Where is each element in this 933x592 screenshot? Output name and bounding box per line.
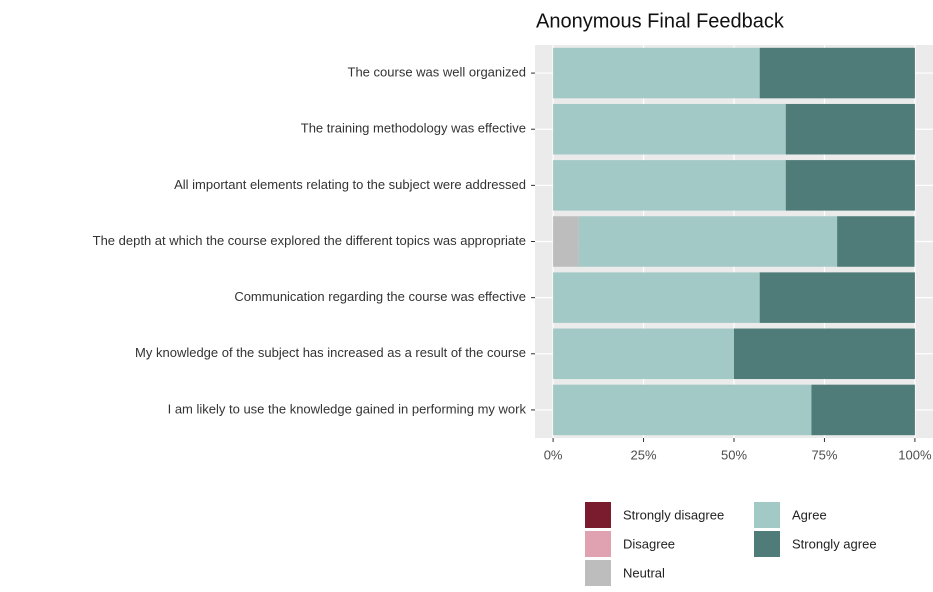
bar-segment	[759, 272, 915, 323]
x-tick-label: 50%	[721, 447, 747, 462]
bar-segment	[553, 216, 579, 267]
y-tick-label: My knowledge of the subject has increase…	[135, 345, 526, 360]
bar-segment	[578, 216, 838, 267]
x-tick-label: 25%	[631, 447, 657, 462]
bar-segment	[553, 47, 760, 99]
y-tick-label: The course was well organized	[348, 65, 526, 80]
bar-segment	[553, 160, 786, 211]
bar-segment	[553, 272, 760, 323]
bar-segment	[553, 103, 786, 155]
bar-segment	[785, 160, 915, 211]
y-tick-label: All important elements relating to the s…	[174, 177, 526, 192]
legend-swatch	[754, 502, 780, 528]
x-tick-label: 0%	[544, 447, 563, 462]
bar-segment	[553, 328, 734, 380]
legend-swatch	[585, 560, 611, 586]
legend-label: Agree	[792, 507, 827, 522]
bar-segment	[837, 216, 915, 267]
x-tick-label: 100%	[898, 447, 932, 462]
legend-label: Neutral	[623, 565, 665, 580]
legend-label: Strongly disagree	[623, 507, 724, 522]
bar-segment	[811, 384, 915, 436]
legend-label: Disagree	[623, 536, 675, 551]
y-tick-label: The depth at which the course explored t…	[93, 233, 526, 248]
chart-title: Anonymous Final Feedback	[536, 10, 785, 32]
legend-swatch	[754, 531, 780, 557]
bar-segment	[553, 384, 812, 436]
bar-segment	[785, 103, 915, 155]
y-tick-label: Communication regarding the course was e…	[234, 289, 526, 304]
x-tick-label: 75%	[811, 447, 837, 462]
legend-label: Strongly agree	[792, 536, 877, 551]
y-tick-label: I am likely to use the knowledge gained …	[168, 401, 527, 416]
bar-segment	[759, 47, 915, 99]
bar-segment	[734, 328, 915, 380]
legend-swatch	[585, 502, 611, 528]
legend-swatch	[585, 531, 611, 557]
y-tick-label: The training methodology was effective	[301, 121, 526, 136]
